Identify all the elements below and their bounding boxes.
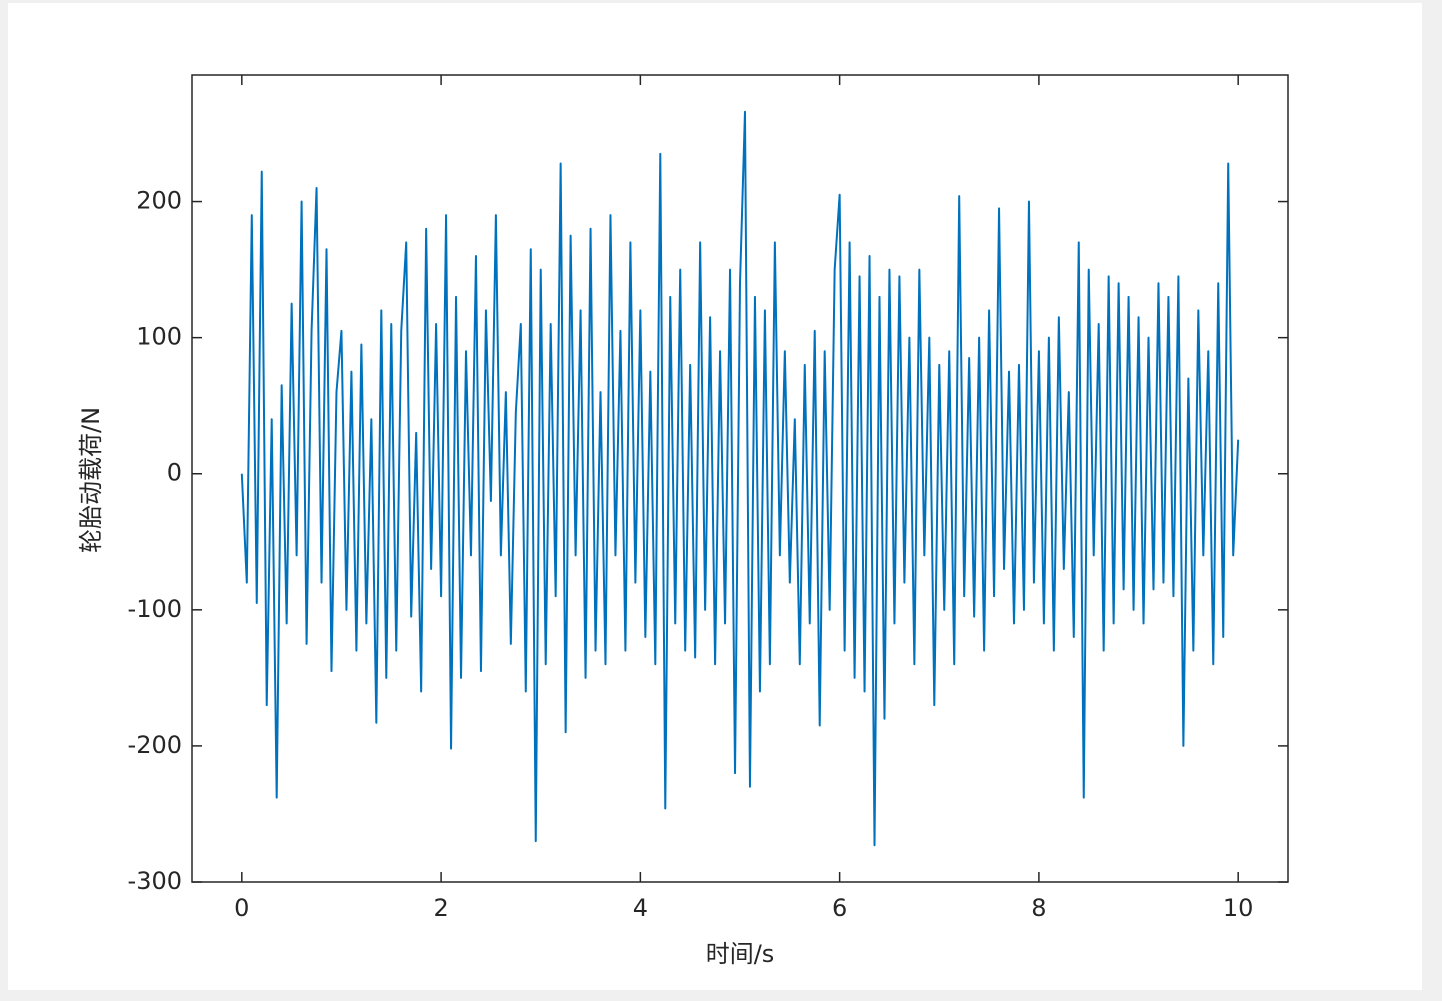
axes-box xyxy=(191,74,1289,883)
x-tick-label: 4 xyxy=(633,894,648,922)
y-tick-label: 100 xyxy=(136,323,182,351)
y-tick-label: 0 xyxy=(167,459,182,487)
data-line xyxy=(240,110,1240,847)
y-axis-label: 轮胎动载荷/N xyxy=(77,407,105,553)
x-tick-label: 6 xyxy=(832,894,847,922)
x-tick-label: 0 xyxy=(234,894,249,922)
y-tick-label: -200 xyxy=(128,731,182,759)
x-axis-label: 时间/s xyxy=(706,940,775,968)
y-tick-label: 200 xyxy=(136,187,182,215)
y-tick-label: -300 xyxy=(128,867,182,895)
x-tick-label: 10 xyxy=(1223,894,1254,922)
x-tick-label: 2 xyxy=(433,894,448,922)
y-tick-label: -100 xyxy=(128,595,182,623)
x-tick-label: 8 xyxy=(1031,894,1046,922)
